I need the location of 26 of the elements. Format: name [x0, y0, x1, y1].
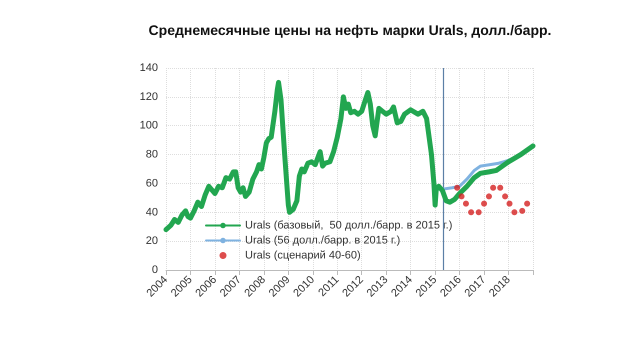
point	[511, 209, 518, 216]
y-tick-label: 40	[146, 206, 158, 218]
point	[486, 193, 492, 200]
point	[502, 193, 508, 200]
y-tick-label: 0	[152, 264, 158, 276]
point	[476, 209, 482, 216]
point	[506, 200, 513, 207]
point	[454, 184, 460, 191]
y-tick-label: 120	[140, 90, 158, 103]
point	[468, 209, 474, 216]
point	[481, 200, 488, 207]
legend-label: Urals (сценарий 40-60)	[245, 250, 361, 262]
legend-label: Urals (базовый, 50 долл./барр. в 2015 г.)	[245, 220, 452, 232]
y-tick-label: 60	[146, 177, 158, 190]
y-tick-label: 100	[140, 120, 158, 132]
point	[497, 184, 504, 191]
y-tick-label: 140	[140, 62, 158, 74]
chart-title: Среднемесячные цены на нефть марки Urals, долл./барр.	[148, 22, 552, 38]
y-tick-label: 20	[146, 235, 158, 248]
point	[462, 200, 469, 207]
y-tick-label: 80	[146, 148, 158, 161]
point	[458, 193, 465, 200]
point	[524, 200, 530, 207]
legend-label: Urals (56 долл./барр. в 2015 г.)	[245, 234, 400, 246]
point	[490, 184, 496, 191]
point	[519, 208, 526, 214]
